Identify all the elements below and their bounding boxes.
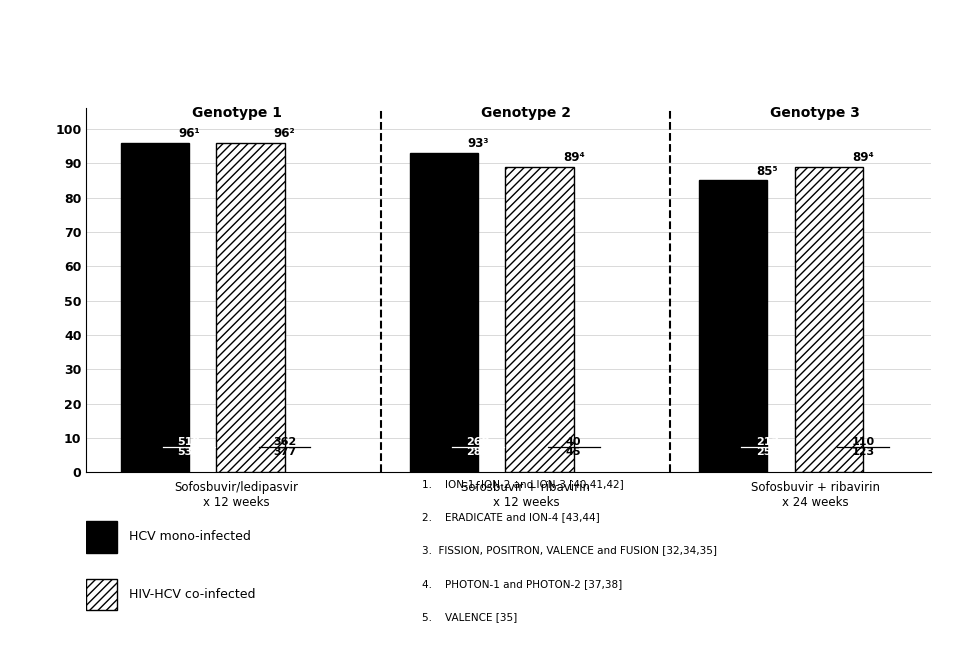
Text: 93³: 93³ [468, 137, 489, 150]
Text: 45: 45 [566, 447, 582, 457]
Bar [505, 167, 574, 472]
Bar [86, 579, 117, 610]
Text: HIV-HCV co-infected: HIV-HCV co-infected [130, 588, 256, 601]
Bar [216, 142, 284, 472]
Text: Tassi di SVR in monoinfetti HCV e coinfetti: Tassi di SVR in monoinfetti HCV e coinfe… [164, 22, 796, 49]
Text: HCV mono-infected: HCV mono-infected [130, 530, 252, 543]
Text: 5.    VALENCE [35]: 5. VALENCE [35] [422, 612, 517, 622]
Text: HIV/HCV genotipi 1, 2 e 3 con terapia IFN free: HIV/HCV genotipi 1, 2 e 3 con terapia IF… [139, 70, 821, 96]
Text: 268: 268 [467, 437, 490, 447]
Text: 213: 213 [756, 437, 779, 447]
Text: 40: 40 [566, 437, 582, 447]
Text: 4.    PHOTON-1 and PHOTON-2 [37,38]: 4. PHOTON-1 and PHOTON-2 [37,38] [422, 579, 623, 588]
Bar [121, 142, 189, 472]
Bar [699, 180, 767, 472]
Text: Genotype 3: Genotype 3 [770, 106, 860, 120]
Text: 89⁴: 89⁴ [852, 151, 874, 164]
Text: 250: 250 [756, 447, 779, 457]
Text: 288: 288 [467, 447, 490, 457]
Text: 519: 519 [178, 437, 201, 447]
Text: 89⁴: 89⁴ [563, 151, 585, 164]
Text: 123: 123 [852, 447, 875, 457]
Bar [86, 521, 117, 552]
Text: 110: 110 [852, 437, 875, 447]
Text: 96¹: 96¹ [178, 127, 200, 140]
Text: 377: 377 [273, 447, 296, 457]
Text: Genotype 2: Genotype 2 [481, 106, 571, 120]
Text: 2.    ERADICATE and ION-4 [43,44]: 2. ERADICATE and ION-4 [43,44] [422, 512, 600, 522]
Bar [410, 153, 478, 472]
Text: 3.  FISSION, POSITRON, VALENCE and FUSION [32,34,35]: 3. FISSION, POSITRON, VALENCE and FUSION… [422, 545, 717, 556]
Text: 96²: 96² [274, 127, 296, 140]
Text: 539: 539 [178, 447, 201, 457]
Text: 85⁵: 85⁵ [756, 165, 778, 178]
Text: Genotype 1: Genotype 1 [192, 106, 281, 120]
Bar [795, 167, 863, 472]
Text: 1.    ION-1, ION-2 and ION-3 [40,41,42]: 1. ION-1, ION-2 and ION-3 [40,41,42] [422, 479, 624, 489]
Text: 362: 362 [273, 437, 296, 447]
